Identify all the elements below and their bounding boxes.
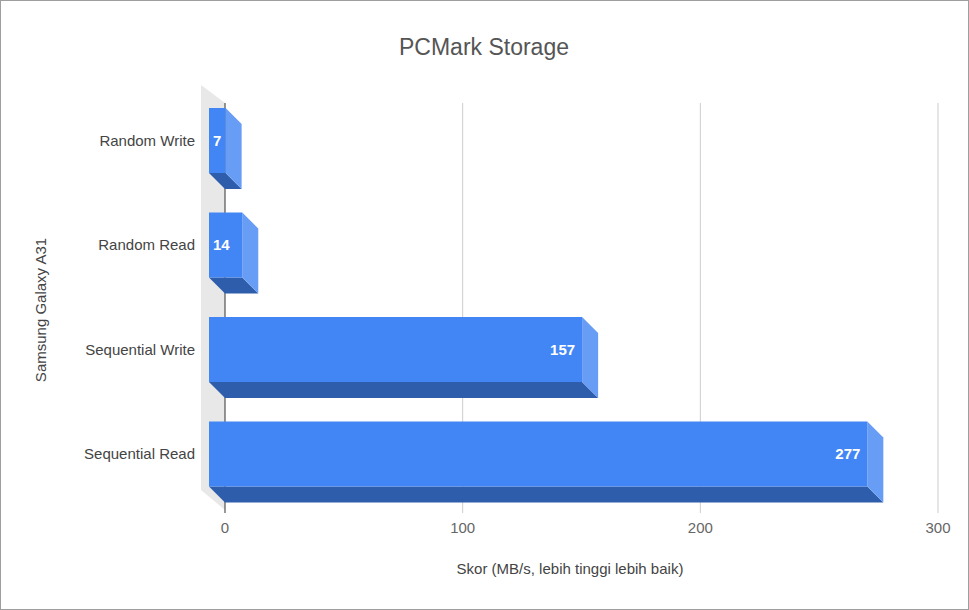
bar-bottom: [209, 382, 598, 398]
tick-label: 0: [221, 519, 229, 536]
chart-container: PCMark Storage 0 100 200 300 7 14 157 277 Random …: [0, 0, 969, 610]
bar-bottom: [209, 487, 883, 503]
x-axis-label: Skor (MB/s, lebih tinggi lebih baik): [457, 560, 684, 577]
category-label: Random Read: [98, 236, 195, 253]
bar-side: [242, 213, 258, 294]
bar-side: [226, 108, 242, 189]
tick-label: 300: [925, 519, 950, 536]
category-label: Random Write: [99, 132, 195, 149]
category-label: Sequential Read: [84, 445, 195, 462]
labels: 7 14 157 277: [213, 132, 860, 463]
frame: [1, 1, 969, 610]
bar: [209, 422, 867, 487]
data-label: 7: [213, 132, 221, 149]
bar: [209, 213, 242, 278]
tick-label: 200: [688, 519, 713, 536]
chart-svg: PCMark Storage 0 100 200 300 7 14 157 277 Random …: [0, 0, 969, 610]
title: PCMark Storage: [399, 34, 569, 60]
grid-line: [938, 103, 939, 513]
bar-side: [582, 317, 598, 398]
bar-side: [867, 422, 883, 503]
bar: [209, 108, 226, 173]
data-label: 157: [550, 341, 575, 358]
data-label: 277: [835, 445, 860, 462]
tick-label: 100: [450, 519, 475, 536]
category-label: Sequential Write: [85, 341, 195, 358]
y-axis-label: Samsung Galaxy A31: [32, 238, 49, 382]
data-label: 14: [213, 236, 230, 253]
bars: [209, 108, 883, 503]
bar: [209, 317, 582, 382]
